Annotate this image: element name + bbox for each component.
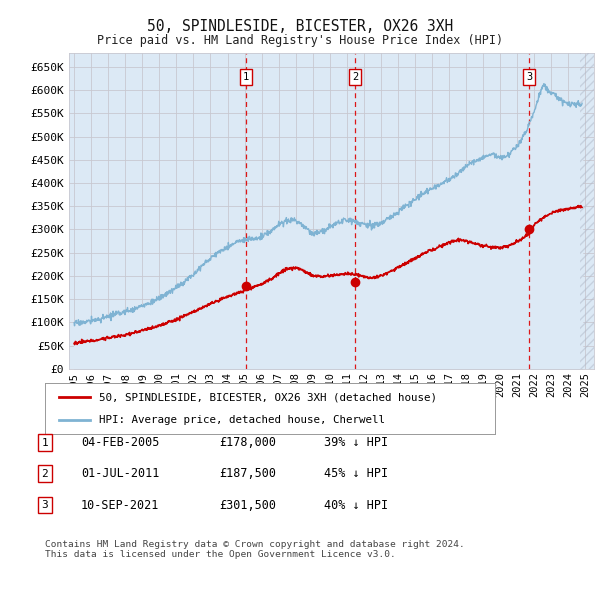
Text: 1: 1 xyxy=(41,438,49,447)
Text: 01-JUL-2011: 01-JUL-2011 xyxy=(81,467,160,480)
Text: 2: 2 xyxy=(352,72,358,82)
Text: £301,500: £301,500 xyxy=(219,499,276,512)
Text: 3: 3 xyxy=(526,72,532,82)
Text: 45% ↓ HPI: 45% ↓ HPI xyxy=(324,467,388,480)
Text: HPI: Average price, detached house, Cherwell: HPI: Average price, detached house, Cher… xyxy=(99,415,385,425)
Text: 50, SPINDLESIDE, BICESTER, OX26 3XH: 50, SPINDLESIDE, BICESTER, OX26 3XH xyxy=(147,19,453,34)
Text: 40% ↓ HPI: 40% ↓ HPI xyxy=(324,499,388,512)
Text: 10-SEP-2021: 10-SEP-2021 xyxy=(81,499,160,512)
Text: Contains HM Land Registry data © Crown copyright and database right 2024.
This d: Contains HM Land Registry data © Crown c… xyxy=(45,540,465,559)
Text: £187,500: £187,500 xyxy=(219,467,276,480)
Text: 50, SPINDLESIDE, BICESTER, OX26 3XH (detached house): 50, SPINDLESIDE, BICESTER, OX26 3XH (det… xyxy=(99,392,437,402)
Text: 39% ↓ HPI: 39% ↓ HPI xyxy=(324,436,388,449)
Text: 3: 3 xyxy=(41,500,49,510)
Text: 1: 1 xyxy=(243,72,249,82)
Text: £178,000: £178,000 xyxy=(219,436,276,449)
Text: 2: 2 xyxy=(41,469,49,478)
Text: Price paid vs. HM Land Registry's House Price Index (HPI): Price paid vs. HM Land Registry's House … xyxy=(97,34,503,47)
Text: 04-FEB-2005: 04-FEB-2005 xyxy=(81,436,160,449)
